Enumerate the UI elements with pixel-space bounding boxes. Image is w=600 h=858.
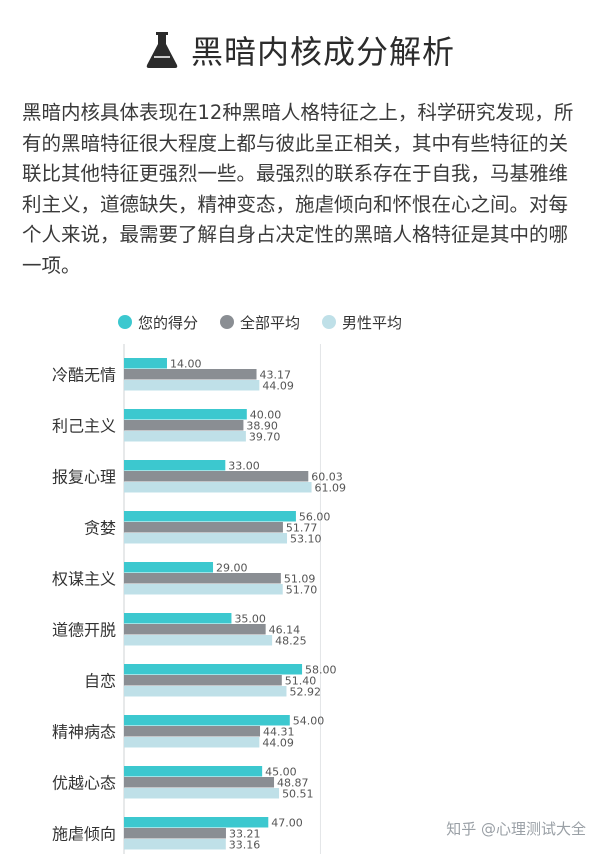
legend-label-your-score: 您的得分 bbox=[138, 313, 199, 332]
legend-swatch-male-avg bbox=[322, 315, 337, 329]
category-label: 优越心态 bbox=[52, 774, 116, 793]
bar bbox=[124, 409, 247, 420]
bar bbox=[124, 533, 288, 544]
data-label: 40.00 bbox=[250, 409, 281, 422]
bar bbox=[124, 624, 266, 635]
flask-icon bbox=[146, 32, 178, 68]
data-label: 47.00 bbox=[271, 817, 303, 830]
data-label: 50.51 bbox=[282, 788, 314, 801]
data-label: 33.16 bbox=[229, 839, 261, 852]
bar bbox=[124, 675, 282, 686]
data-label: 51.40 bbox=[285, 675, 317, 688]
legend-label-male-avg: 男性平均 bbox=[342, 313, 403, 332]
header: 黑暗内核成分解析 bbox=[0, 24, 600, 76]
data-label: 38.90 bbox=[246, 420, 278, 433]
watermark: 知乎 @心理测试大全 bbox=[446, 820, 586, 838]
bar bbox=[124, 369, 257, 380]
data-label: 52.92 bbox=[289, 686, 321, 699]
bar bbox=[124, 726, 261, 737]
bar bbox=[124, 839, 226, 850]
chart-legend: 您的得分 全部平均 男性平均 bbox=[118, 310, 424, 334]
category-label: 精神病态 bbox=[52, 723, 116, 742]
data-label: 44.09 bbox=[262, 380, 294, 393]
data-label: 51.09 bbox=[284, 573, 316, 586]
bar bbox=[124, 635, 273, 646]
bar bbox=[124, 788, 280, 799]
bar bbox=[124, 613, 232, 624]
bar bbox=[124, 511, 296, 522]
bar bbox=[124, 737, 260, 748]
bar bbox=[124, 460, 226, 471]
legend-swatch-overall-avg bbox=[220, 315, 235, 329]
description-paragraph: 黑暗内核具体表现在12种黑暗人格特征之上，科学研究发现，所有的黑暗特征很大程度上… bbox=[22, 101, 574, 277]
data-label: 56.00 bbox=[299, 511, 331, 524]
bar bbox=[124, 817, 269, 828]
data-label: 48.25 bbox=[275, 635, 307, 648]
data-label: 33.00 bbox=[228, 460, 260, 473]
data-label: 58.00 bbox=[305, 664, 337, 677]
data-label: 51.77 bbox=[286, 522, 318, 535]
bar bbox=[124, 715, 290, 726]
data-label: 44.31 bbox=[263, 726, 295, 739]
bar bbox=[124, 522, 283, 533]
legend-label-overall-avg: 全部平均 bbox=[240, 313, 301, 332]
bar bbox=[124, 471, 309, 482]
legend-item-your-score: 您的得分 bbox=[118, 312, 198, 333]
data-label: 46.14 bbox=[269, 624, 301, 637]
data-label: 29.00 bbox=[216, 562, 248, 575]
bar bbox=[124, 828, 226, 839]
data-label: 43.17 bbox=[260, 369, 292, 382]
data-label: 51.70 bbox=[286, 584, 318, 597]
page-title: 黑暗内核成分解析 bbox=[190, 33, 455, 71]
bar-chart: 冷酷无情14.0043.1744.09利己主义40.0038.9039.70报复… bbox=[52, 344, 347, 854]
bar bbox=[124, 431, 246, 442]
bar bbox=[124, 777, 275, 788]
data-label: 53.10 bbox=[290, 533, 322, 546]
category-label: 利己主义 bbox=[52, 417, 116, 436]
bar bbox=[124, 482, 312, 493]
bar bbox=[124, 358, 167, 369]
legend-swatch-your-score bbox=[118, 315, 132, 329]
legend-item-male-avg: 男性平均 bbox=[322, 312, 402, 333]
bar bbox=[124, 380, 260, 391]
category-label: 冷酷无情 bbox=[52, 366, 116, 385]
category-label: 报复心理 bbox=[52, 468, 116, 487]
category-label: 施虐倾向 bbox=[52, 825, 116, 844]
data-label: 39.70 bbox=[249, 431, 281, 444]
data-label: 48.87 bbox=[277, 777, 309, 790]
data-label: 44.09 bbox=[262, 737, 294, 750]
category-label: 贪婪 bbox=[84, 519, 116, 538]
bar bbox=[124, 573, 281, 584]
bar bbox=[124, 686, 287, 697]
category-label: 自恋 bbox=[84, 672, 116, 691]
data-label: 54.00 bbox=[293, 715, 325, 728]
data-label: 45.00 bbox=[265, 766, 297, 779]
data-label: 60.03 bbox=[311, 471, 343, 484]
bar bbox=[124, 584, 283, 595]
bar bbox=[124, 420, 244, 431]
category-label: 道德开脱 bbox=[52, 621, 116, 640]
data-label: 35.00 bbox=[234, 613, 266, 626]
data-label: 33.21 bbox=[229, 828, 261, 841]
legend-item-overall-avg: 全部平均 bbox=[220, 312, 300, 333]
category-label: 权谋主义 bbox=[52, 570, 116, 589]
data-label: 61.09 bbox=[315, 482, 347, 495]
bar bbox=[124, 664, 303, 675]
bar bbox=[124, 562, 214, 573]
data-label: 14.00 bbox=[170, 358, 202, 371]
bar bbox=[124, 766, 263, 777]
